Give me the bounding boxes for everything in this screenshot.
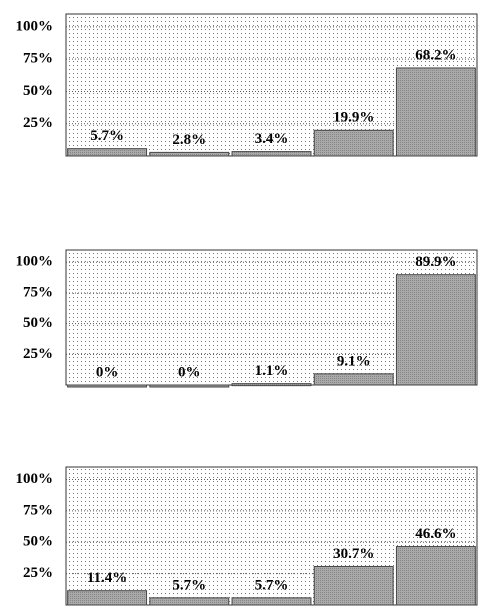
y-tick-label: 75% (23, 284, 53, 300)
value-label: 68.2% (415, 47, 456, 63)
value-label: 2.8% (172, 132, 206, 148)
bar-texture (149, 152, 229, 156)
bar-texture (314, 130, 394, 156)
value-label: 11.4% (87, 570, 127, 586)
bar-texture (396, 67, 476, 156)
y-tick-label: 100% (16, 18, 54, 34)
value-label: 1.1% (255, 363, 289, 379)
bar-texture (232, 151, 311, 156)
value-label: 89.9% (415, 254, 456, 270)
value-label: 46.6% (415, 526, 456, 542)
bar-texture (396, 546, 476, 605)
bar-texture (396, 274, 476, 385)
value-label: 9.1% (337, 353, 371, 369)
bar-texture (232, 597, 311, 605)
bar-texture (149, 597, 229, 605)
value-label: 5.7% (255, 577, 289, 593)
y-tick-label: 100% (16, 471, 54, 487)
value-label: 3.4% (255, 131, 289, 147)
bar-texture (67, 385, 147, 387)
bar-texture (149, 385, 229, 387)
bar-texture (314, 566, 394, 605)
bar-texture (232, 383, 311, 386)
y-tick-label: 50% (23, 534, 53, 550)
bar-texture (67, 148, 147, 156)
y-tick-label: 25% (23, 115, 53, 131)
y-tick-label: 25% (23, 346, 53, 362)
value-label: 5.7% (90, 128, 124, 144)
y-tick-label: 25% (23, 565, 53, 581)
y-tick-label: 50% (23, 83, 53, 99)
value-label: 5.7% (172, 577, 206, 593)
bar-texture (314, 373, 394, 385)
value-label: 30.7% (333, 546, 374, 562)
y-tick-label: 75% (23, 502, 53, 518)
bar-texture (67, 590, 147, 605)
y-tick-label: 50% (23, 315, 53, 331)
y-tick-label: 75% (23, 51, 53, 67)
value-label: 19.9% (333, 110, 374, 126)
value-label: 0% (178, 364, 201, 380)
value-label: 0% (96, 364, 119, 380)
y-tick-label: 100% (16, 254, 54, 270)
